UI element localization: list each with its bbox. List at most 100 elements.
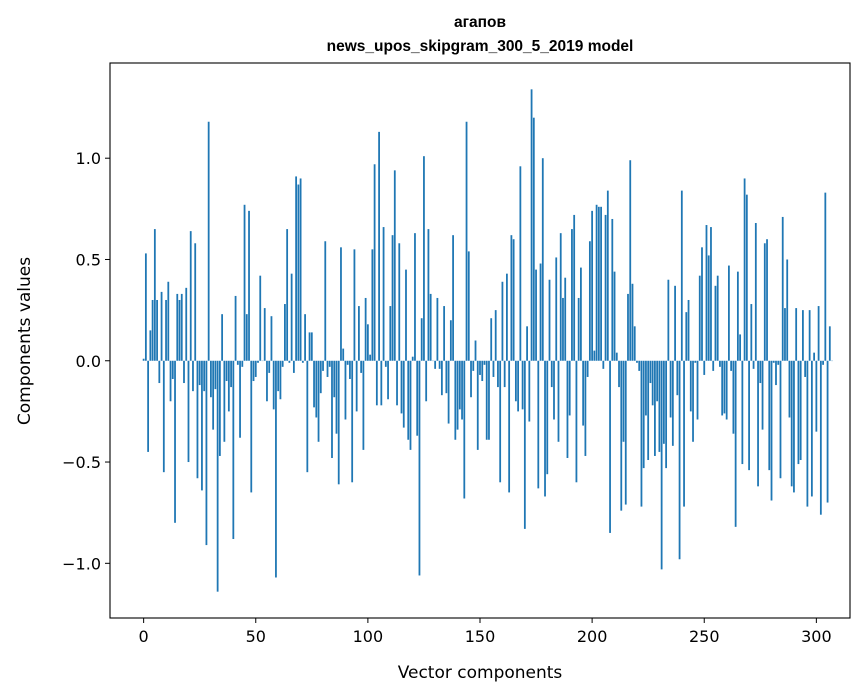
bar bbox=[470, 360, 472, 398]
bar bbox=[804, 360, 807, 377]
bar bbox=[178, 299, 181, 361]
bar bbox=[317, 360, 320, 442]
bar bbox=[795, 308, 798, 361]
bar bbox=[638, 360, 641, 371]
bar bbox=[797, 360, 800, 465]
bar bbox=[573, 214, 576, 361]
bar bbox=[232, 360, 235, 540]
bar bbox=[488, 360, 490, 440]
bar bbox=[604, 214, 607, 361]
bar bbox=[216, 360, 219, 592]
bar bbox=[741, 360, 744, 465]
bar bbox=[519, 166, 522, 361]
bar bbox=[739, 334, 742, 361]
bar bbox=[490, 318, 493, 361]
bar bbox=[532, 117, 535, 361]
bar bbox=[411, 356, 414, 361]
y-axis-label: Components values bbox=[15, 257, 35, 425]
bar bbox=[745, 194, 748, 361]
bar bbox=[523, 360, 526, 529]
bar bbox=[806, 360, 809, 507]
bar bbox=[584, 360, 587, 456]
bar bbox=[539, 263, 542, 361]
bar bbox=[481, 360, 484, 382]
bar bbox=[389, 306, 392, 361]
bar bbox=[236, 360, 239, 365]
bar bbox=[622, 360, 625, 442]
bar bbox=[358, 306, 360, 361]
bar bbox=[485, 360, 488, 440]
bar bbox=[207, 121, 210, 361]
bar bbox=[277, 360, 280, 392]
y-tick-label: −0.5 bbox=[62, 453, 101, 472]
bar bbox=[631, 283, 634, 361]
bar bbox=[183, 360, 185, 384]
bar bbox=[786, 259, 789, 361]
bar bbox=[423, 156, 425, 361]
bar bbox=[456, 360, 459, 430]
bar bbox=[418, 360, 421, 576]
bar bbox=[615, 352, 618, 361]
bar bbox=[409, 360, 412, 450]
bar bbox=[333, 360, 336, 398]
chart-subtitle: news_upos_skipgram_300_5_2019 model bbox=[327, 38, 634, 55]
bar bbox=[369, 354, 372, 361]
bar-series bbox=[142, 89, 833, 592]
bar bbox=[528, 360, 531, 422]
bar bbox=[241, 360, 244, 367]
bar bbox=[250, 360, 253, 493]
bar bbox=[331, 360, 333, 458]
bar bbox=[555, 257, 558, 361]
bar bbox=[295, 176, 298, 361]
bar bbox=[322, 360, 324, 371]
bar bbox=[393, 170, 396, 361]
bar bbox=[662, 360, 665, 444]
bar bbox=[290, 273, 293, 361]
bar bbox=[593, 350, 596, 361]
bar bbox=[458, 360, 461, 410]
bar bbox=[705, 225, 708, 361]
bar bbox=[768, 360, 771, 471]
bar bbox=[239, 360, 241, 438]
x-axis-label: Vector components bbox=[398, 663, 563, 683]
bar bbox=[568, 360, 571, 416]
bar bbox=[497, 360, 499, 388]
bar bbox=[144, 253, 147, 361]
bar bbox=[582, 360, 585, 426]
bar bbox=[530, 89, 533, 361]
bar bbox=[353, 249, 356, 361]
bar bbox=[707, 255, 710, 361]
bar bbox=[340, 247, 342, 361]
bar bbox=[355, 360, 358, 412]
bar bbox=[813, 352, 816, 361]
bar bbox=[210, 360, 212, 398]
chart-title: агапов bbox=[454, 14, 506, 31]
bar bbox=[201, 360, 203, 491]
bar bbox=[203, 360, 206, 392]
bar bbox=[344, 360, 347, 420]
bar bbox=[171, 360, 174, 379]
bar bbox=[689, 360, 692, 412]
bar bbox=[384, 360, 387, 367]
bar bbox=[187, 360, 190, 463]
bar bbox=[281, 360, 284, 367]
bar bbox=[306, 360, 309, 473]
bar bbox=[447, 360, 450, 424]
bar bbox=[790, 360, 793, 487]
bar bbox=[716, 275, 719, 361]
bar bbox=[669, 360, 672, 418]
bar bbox=[440, 360, 443, 396]
y-tick-label: 0.5 bbox=[76, 250, 101, 269]
bar bbox=[566, 360, 569, 458]
bar bbox=[371, 249, 374, 361]
bar bbox=[346, 360, 349, 365]
bar bbox=[185, 287, 188, 361]
bar bbox=[588, 241, 591, 361]
bar bbox=[160, 291, 163, 361]
bar bbox=[342, 348, 345, 361]
bar bbox=[405, 269, 407, 361]
bar bbox=[512, 239, 515, 361]
bar bbox=[736, 271, 739, 361]
bar bbox=[676, 360, 679, 396]
bar bbox=[382, 227, 385, 361]
